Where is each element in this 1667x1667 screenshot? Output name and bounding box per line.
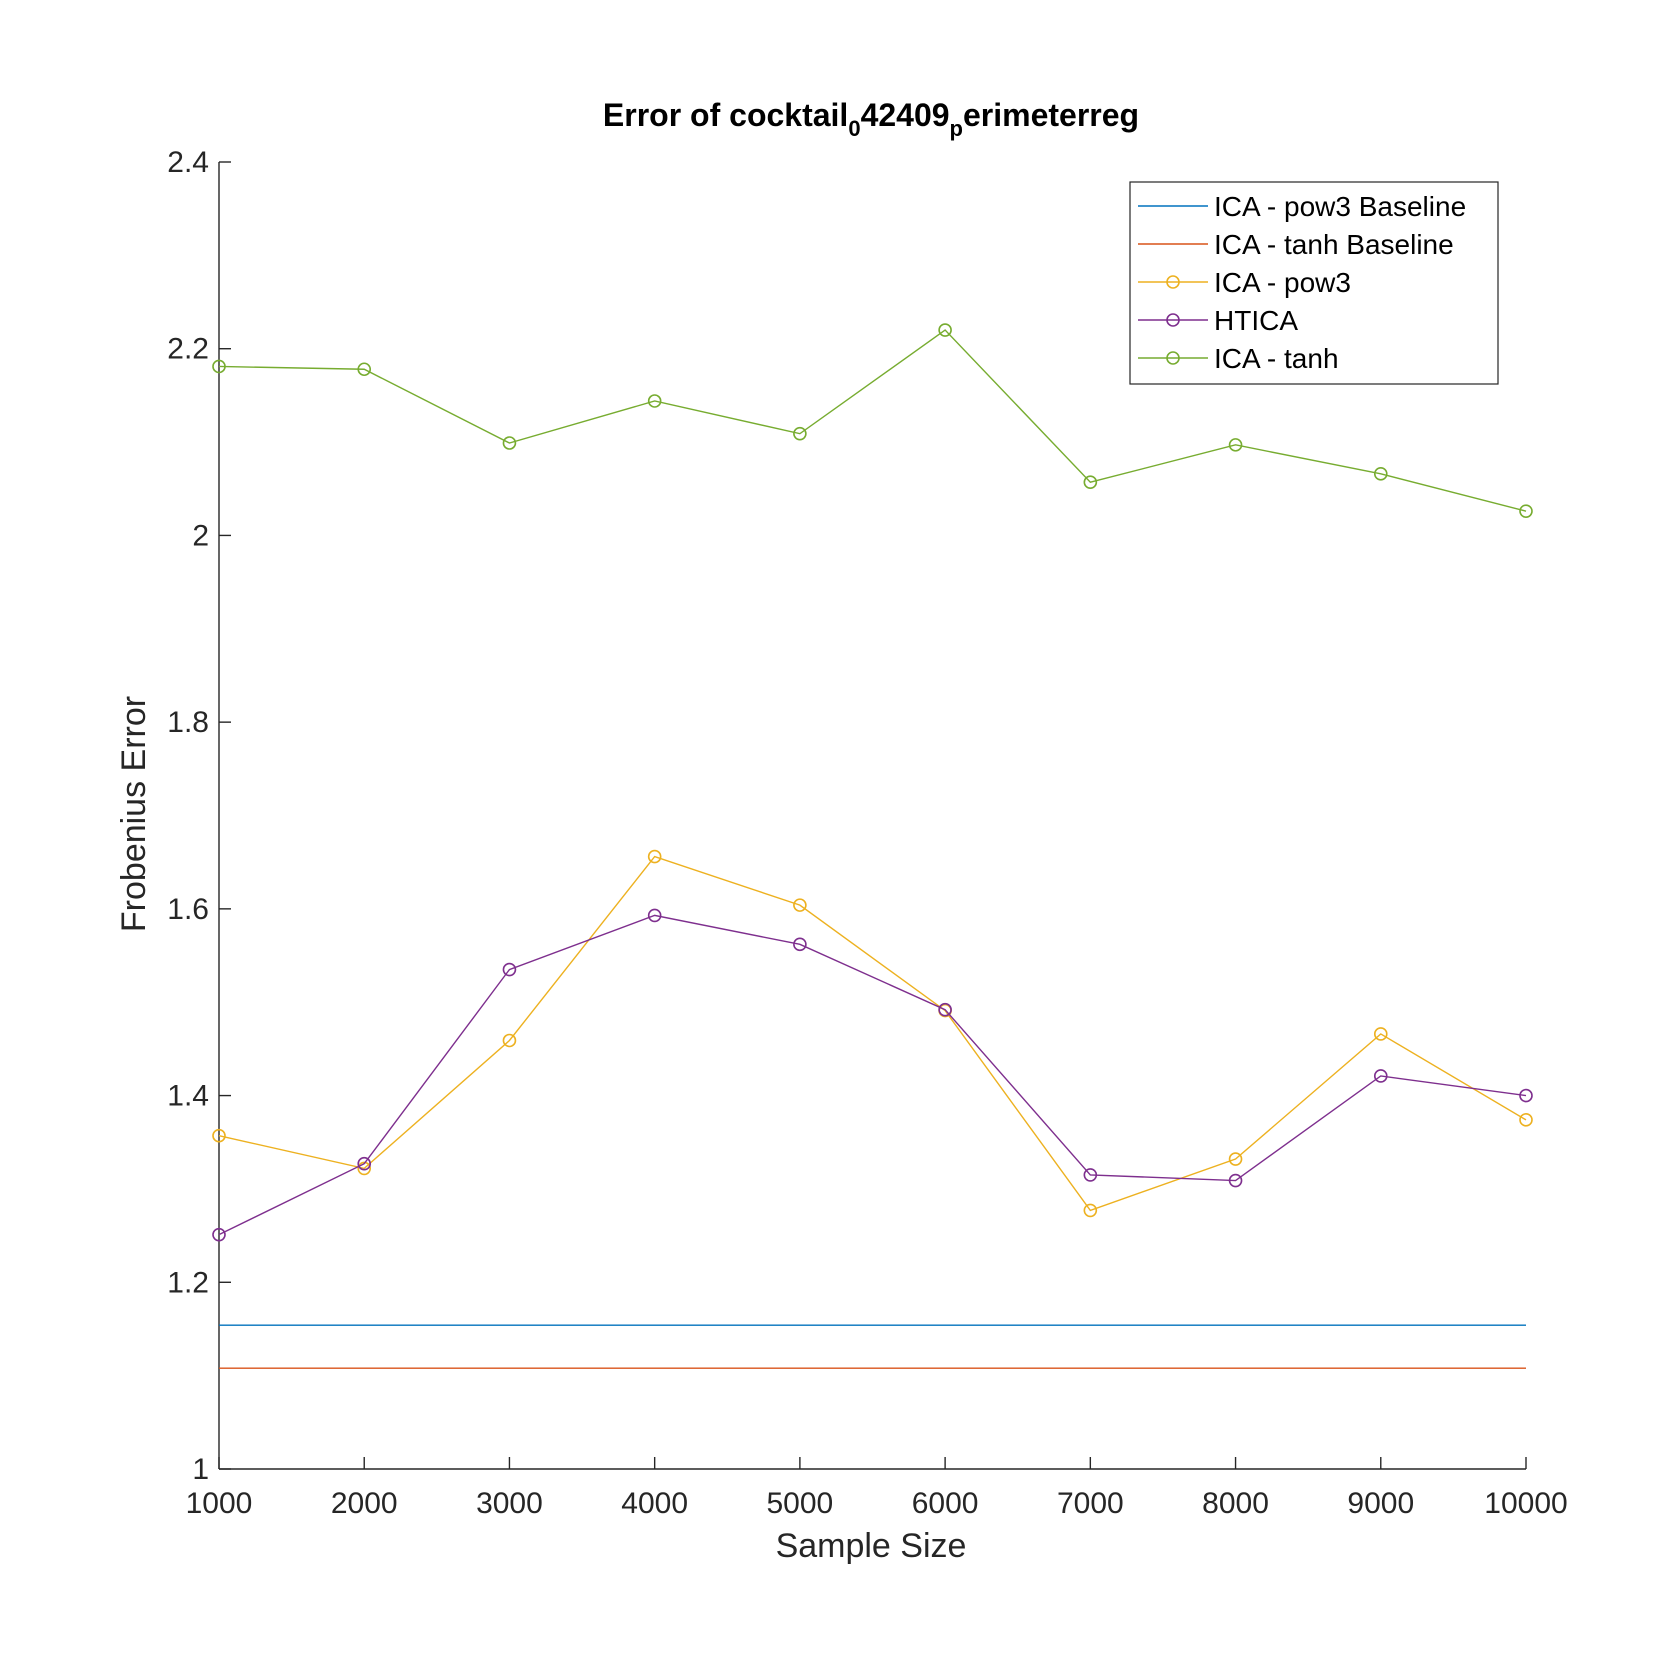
data-point (357, 1161, 372, 1176)
data-point (1519, 1113, 1533, 1127)
title-part: Error of cocktail (603, 97, 848, 133)
data-point (212, 359, 226, 374)
data-point (1228, 438, 1243, 452)
x-tick-label: 7000 (1057, 1487, 1124, 1520)
series-line (218, 914, 1527, 1236)
legend-label: ICA - pow3 Baseline (1214, 191, 1466, 222)
data-point (1083, 1203, 1098, 1218)
data-point (793, 937, 807, 952)
data-point (502, 962, 517, 977)
data-point (1228, 1173, 1243, 1188)
legend-label: ICA - tanh Baseline (1214, 229, 1454, 260)
y-tick-label: 2.4 (167, 146, 209, 179)
data-point (502, 436, 517, 450)
x-tick-label: 5000 (767, 1487, 834, 1520)
data-point (938, 323, 952, 337)
data-point (357, 1156, 372, 1171)
data-point (938, 1002, 952, 1017)
series-line (218, 329, 1527, 512)
x-tick-label: 2000 (331, 1487, 398, 1520)
legend-marker (1166, 351, 1180, 365)
x-tick-label: 4000 (621, 1487, 688, 1520)
chart-title: Error of cocktail042409perimeterreg (603, 97, 1139, 141)
data-point (1228, 1152, 1243, 1166)
series-ica-tanh (212, 323, 1533, 518)
legend-item: ICA - tanh Baseline (1138, 229, 1454, 260)
legend-box (1129, 181, 1499, 385)
y-tick-label: 1.6 (167, 893, 209, 926)
legend-label: HTICA (1214, 305, 1298, 336)
data-point (1083, 475, 1098, 490)
data-point (647, 849, 662, 864)
y-axis-label: Frobenius Error (115, 696, 153, 932)
x-tick-label: 8000 (1202, 1487, 1269, 1520)
data-point (1519, 1088, 1533, 1103)
series-line (218, 855, 1527, 1212)
x-tick-label: 3000 (476, 1487, 543, 1520)
y-tick-label: 2 (192, 519, 209, 552)
axes: 1000 2000 3000 4000 5000 6000 7000 8000 9000 1000… (167, 146, 1567, 1520)
data-point (647, 394, 662, 408)
x-tick-label: 1000 (186, 1487, 253, 1520)
title-part: erimeterreg (963, 97, 1139, 133)
y-tick-label: 1.8 (167, 706, 209, 739)
legend-label: ICA - tanh (1214, 343, 1339, 374)
data-point (793, 426, 807, 441)
x-tick-label: 10000 (1484, 1487, 1567, 1520)
series-ica-pow3 (212, 849, 1533, 1218)
legend-item: HTICA (1138, 305, 1298, 336)
data-point (1373, 1069, 1388, 1083)
data-point (1519, 504, 1533, 518)
data-point (1083, 1168, 1098, 1182)
data-point (212, 1128, 226, 1143)
title-part: 42409 (861, 97, 950, 133)
legend-item: ICA - pow3 (1138, 267, 1351, 298)
series-htica (212, 908, 1533, 1242)
legend-marker (1166, 275, 1180, 289)
y-tick-label: 1.4 (167, 1080, 209, 1113)
x-axis-label: Sample Size (776, 1527, 967, 1565)
x-tick-label: 6000 (912, 1487, 979, 1520)
y-tick-label: 1 (192, 1453, 209, 1486)
title-part: 0 (848, 116, 860, 141)
title-part: p (950, 116, 963, 141)
legend-item: ICA - pow3 Baseline (1138, 191, 1466, 222)
data-point (1373, 1027, 1388, 1041)
data-point (357, 362, 372, 377)
y-tick-label: 1.2 (167, 1266, 209, 1299)
series-layer (212, 323, 1533, 1369)
y-tick-label: 2.2 (167, 333, 209, 366)
data-point (502, 1033, 517, 1048)
data-point (647, 908, 662, 923)
legend-label: ICA - pow3 (1214, 267, 1351, 298)
data-point (793, 898, 807, 912)
legend-marker (1166, 313, 1180, 327)
legend: ICA - pow3 Baseline ICA - tanh Baseline IC… (1129, 181, 1499, 385)
data-point (1373, 467, 1388, 481)
x-tick-label: 9000 (1347, 1487, 1414, 1520)
legend-item: ICA - tanh (1138, 343, 1339, 374)
data-point (212, 1227, 226, 1242)
